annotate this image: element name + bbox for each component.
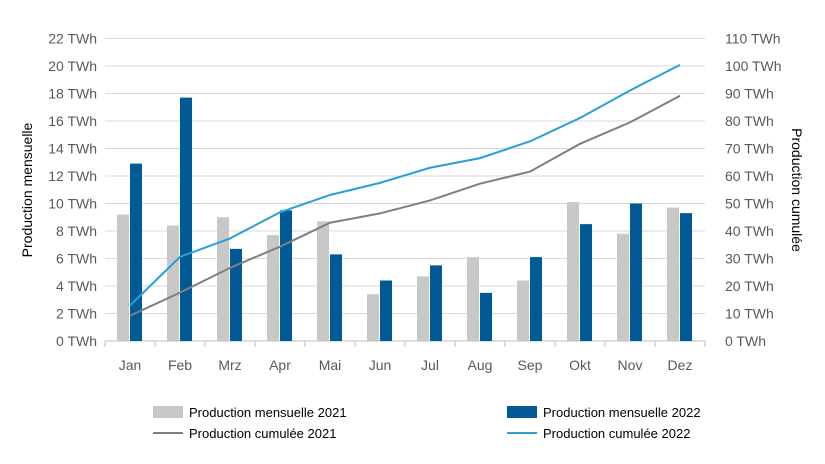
right-tick-label: 50 TWh (725, 196, 774, 212)
x-tick-label: Nov (618, 357, 643, 373)
bar-production-mensuelle-2021 (167, 225, 179, 341)
legend-label-line-2021: Production cumulée 2021 (189, 426, 336, 441)
bar-production-mensuelle-2022 (230, 248, 242, 341)
line-production-cumulée-2021 (129, 94, 681, 317)
left-tick-label: 0 TWh (56, 333, 97, 349)
legend-swatch-bar-2022 (507, 406, 537, 418)
bar-production-mensuelle-2021 (217, 217, 229, 341)
right-tick-label: 90 TWh (725, 86, 774, 102)
bar-production-mensuelle-2022 (530, 257, 542, 341)
legend: Production mensuelle 2021 Production men… (153, 405, 701, 441)
bar-production-mensuelle-2022 (380, 280, 392, 341)
x-tick-label: Okt (569, 357, 591, 373)
x-tick-label: Mrz (218, 357, 241, 373)
bar-production-mensuelle-2022 (430, 265, 442, 341)
right-axis-label: Production cumulée (789, 128, 805, 252)
bar-production-mensuelle-2022 (180, 97, 192, 341)
bar-production-mensuelle-2021 (367, 294, 379, 341)
x-tick-label: Jan (119, 357, 142, 373)
bar-production-mensuelle-2021 (567, 202, 579, 341)
left-tick-label: 14 TWh (48, 141, 97, 157)
left-tick-label: 16 TWh (48, 113, 97, 129)
bar-production-mensuelle-2021 (667, 207, 679, 341)
legend-label-bar-2021: Production mensuelle 2021 (189, 405, 347, 420)
bar-production-mensuelle-2021 (117, 214, 129, 341)
x-tick-label: Aug (468, 357, 493, 373)
right-tick-label: 30 TWh (725, 251, 774, 267)
left-tick-label: 10 TWh (48, 196, 97, 212)
left-tick-label: 8 TWh (56, 223, 97, 239)
bar-production-mensuelle-2022 (580, 224, 592, 341)
x-tick-label: Sep (518, 357, 543, 373)
right-tick-label: 70 TWh (725, 141, 774, 157)
x-tick-label: Dez (668, 357, 693, 373)
x-tick-label: Apr (269, 357, 291, 373)
left-tick-label: 18 TWh (48, 86, 97, 102)
bar-production-mensuelle-2021 (417, 276, 429, 341)
left-tick-label: 12 TWh (48, 168, 97, 184)
left-tick-label: 6 TWh (56, 251, 97, 267)
legend-swatch-bar-2021 (153, 406, 183, 418)
legend-label-line-2022: Production cumulée 2022 (543, 426, 690, 441)
bar-production-mensuelle-2021 (267, 235, 279, 341)
bar-production-mensuelle-2022 (630, 203, 642, 341)
bar-production-mensuelle-2021 (467, 257, 479, 341)
right-tick-label: 20 TWh (725, 278, 774, 294)
right-tick-label: 60 TWh (725, 168, 774, 184)
left-axis-label: Production mensuelle (19, 122, 35, 257)
left-tick-label: 20 TWh (48, 58, 97, 74)
x-tick-label: Jun (369, 357, 392, 373)
bar-production-mensuelle-2022 (680, 213, 692, 341)
legend-label-bar-2022: Production mensuelle 2022 (543, 405, 701, 420)
bar-production-mensuelle-2021 (517, 280, 529, 341)
x-tick-label: Jul (421, 357, 439, 373)
right-tick-label: 0 TWh (725, 333, 766, 349)
bar-production-mensuelle-2022 (280, 210, 292, 341)
left-tick-label: 22 TWh (48, 31, 97, 47)
right-tick-label: 110 TWh (725, 31, 781, 47)
right-tick-label: 100 TWh (725, 58, 782, 74)
right-tick-label: 80 TWh (725, 113, 774, 129)
line-production-cumulée-2022 (129, 64, 681, 307)
bar-production-mensuelle-2022 (480, 292, 492, 341)
bar-production-mensuelle-2021 (617, 233, 629, 341)
left-tick-label: 2 TWh (56, 306, 97, 322)
bar-production-mensuelle-2021 (317, 221, 329, 341)
bar-production-mensuelle-2022 (330, 254, 342, 341)
right-tick-label: 10 TWh (725, 306, 774, 322)
x-tick-label: Mai (319, 357, 342, 373)
x-tick-label: Feb (168, 357, 192, 373)
right-tick-label: 40 TWh (725, 223, 774, 239)
left-tick-label: 4 TWh (56, 278, 97, 294)
